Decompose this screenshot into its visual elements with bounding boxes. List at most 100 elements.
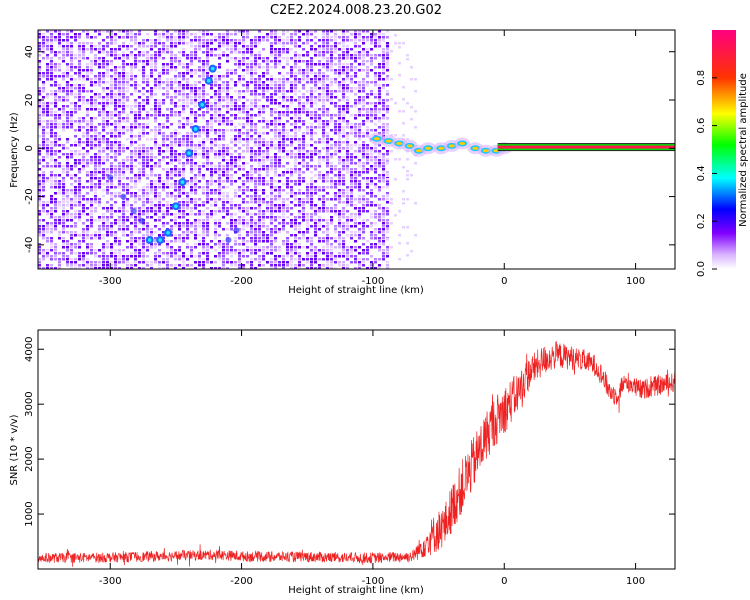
noise-cell: [370, 183, 373, 186]
noise-cell: [70, 264, 73, 267]
noise-cell: [138, 174, 141, 177]
noise-cell: [298, 120, 301, 123]
noise-cell: [214, 198, 217, 201]
noise-cell: [366, 249, 369, 252]
noise-cell: [326, 135, 329, 138]
noise-cell: [302, 156, 305, 159]
noise-cell: [286, 36, 289, 39]
noise-cell: [330, 171, 333, 174]
noise-cell: [294, 147, 297, 150]
noise-cell: [74, 216, 77, 219]
noise-cell: [366, 135, 369, 138]
noise-cell: [362, 156, 365, 159]
noise-cell: [298, 36, 301, 39]
noise-cell: [78, 75, 81, 78]
noise-cell: [366, 126, 369, 129]
noise-cell: [210, 141, 213, 144]
noise-cell: [114, 153, 117, 156]
noise-cell: [190, 180, 193, 183]
noise-cell: [378, 240, 381, 243]
noise-cell: [170, 111, 173, 114]
noise-cell: [38, 114, 41, 117]
noise-cell: [222, 54, 225, 57]
noise-cell: [334, 48, 337, 51]
noise-cell: [382, 240, 385, 243]
noise-cell: [146, 81, 149, 84]
noise-cell: [202, 153, 205, 156]
noise-cell: [102, 138, 105, 141]
noise-cell: [86, 123, 89, 126]
noise-cell: [190, 39, 193, 42]
noise-cell: [322, 180, 325, 183]
noise-cell: [346, 54, 349, 57]
noise-cell: [258, 141, 261, 144]
noise-cell: [298, 255, 301, 258]
noise-cell: [102, 189, 105, 192]
noise-cell: [90, 129, 93, 132]
noise-cell: [138, 60, 141, 63]
noise-cell: [110, 162, 113, 165]
noise-cell: [314, 63, 317, 66]
noise-cell: [182, 78, 185, 81]
noise-cell: [142, 213, 145, 216]
noise-cell: [86, 159, 89, 162]
noise-cell: [134, 111, 137, 114]
noise-cell: [202, 234, 205, 237]
noise-cell: [282, 30, 285, 33]
noise-cell: [194, 150, 197, 153]
noise-cell: [222, 171, 225, 174]
noise-cell: [226, 45, 229, 48]
noise-cell: [346, 84, 349, 87]
noise-cell: [206, 72, 209, 75]
noise-cell: [342, 54, 345, 57]
noise-cell: [258, 177, 261, 180]
noise-cell: [226, 246, 229, 249]
noise-cell: [54, 228, 57, 231]
noise-cell: [46, 162, 49, 165]
noise-cell: [306, 78, 309, 81]
noise-cell: [222, 132, 225, 135]
noise-cell: [102, 117, 105, 120]
noise-cell: [346, 36, 349, 39]
noise-cell: [290, 117, 293, 120]
noise-cell: [258, 39, 261, 42]
noise-cell: [290, 192, 293, 195]
noise-cell: [386, 252, 389, 255]
noise-cell: [242, 144, 245, 147]
noise-cell: [134, 66, 137, 69]
noise-cell: [74, 264, 77, 267]
noise-cell: [94, 177, 97, 180]
noise-cell: [158, 123, 161, 126]
noise-cell: [62, 225, 65, 228]
noise-cell: [194, 219, 197, 222]
noise-cell: [170, 144, 173, 147]
noise-cell: [110, 144, 113, 147]
noise-cell: [266, 36, 269, 39]
noise-cell: [142, 228, 145, 231]
noise-cell: [186, 159, 189, 162]
noise-cell: [230, 252, 233, 255]
noise-cell: [382, 78, 385, 81]
noise-cell: [206, 147, 209, 150]
noise-cell: [70, 36, 73, 39]
noise-cell: [286, 255, 289, 258]
noise-cell: [274, 249, 277, 252]
noise-cell: [338, 264, 341, 267]
noise-cell: [358, 165, 361, 168]
noise-cell: [106, 216, 109, 219]
noise-cell: [146, 225, 149, 228]
noise-cell: [310, 102, 313, 105]
noise-cell: [102, 66, 105, 69]
noise-cell: [170, 57, 173, 60]
noise-cell: [234, 90, 237, 93]
noise-cell: [134, 84, 137, 87]
noise-cell: [186, 63, 189, 66]
noise-cell: [110, 99, 113, 102]
noise-cell: [250, 105, 253, 108]
noise-cell: [226, 30, 229, 33]
noise-cell: [158, 234, 161, 237]
noise-cell: [258, 225, 261, 228]
noise-cell: [198, 252, 201, 255]
noise-cell: [122, 255, 125, 258]
noise-cell: [318, 222, 321, 225]
